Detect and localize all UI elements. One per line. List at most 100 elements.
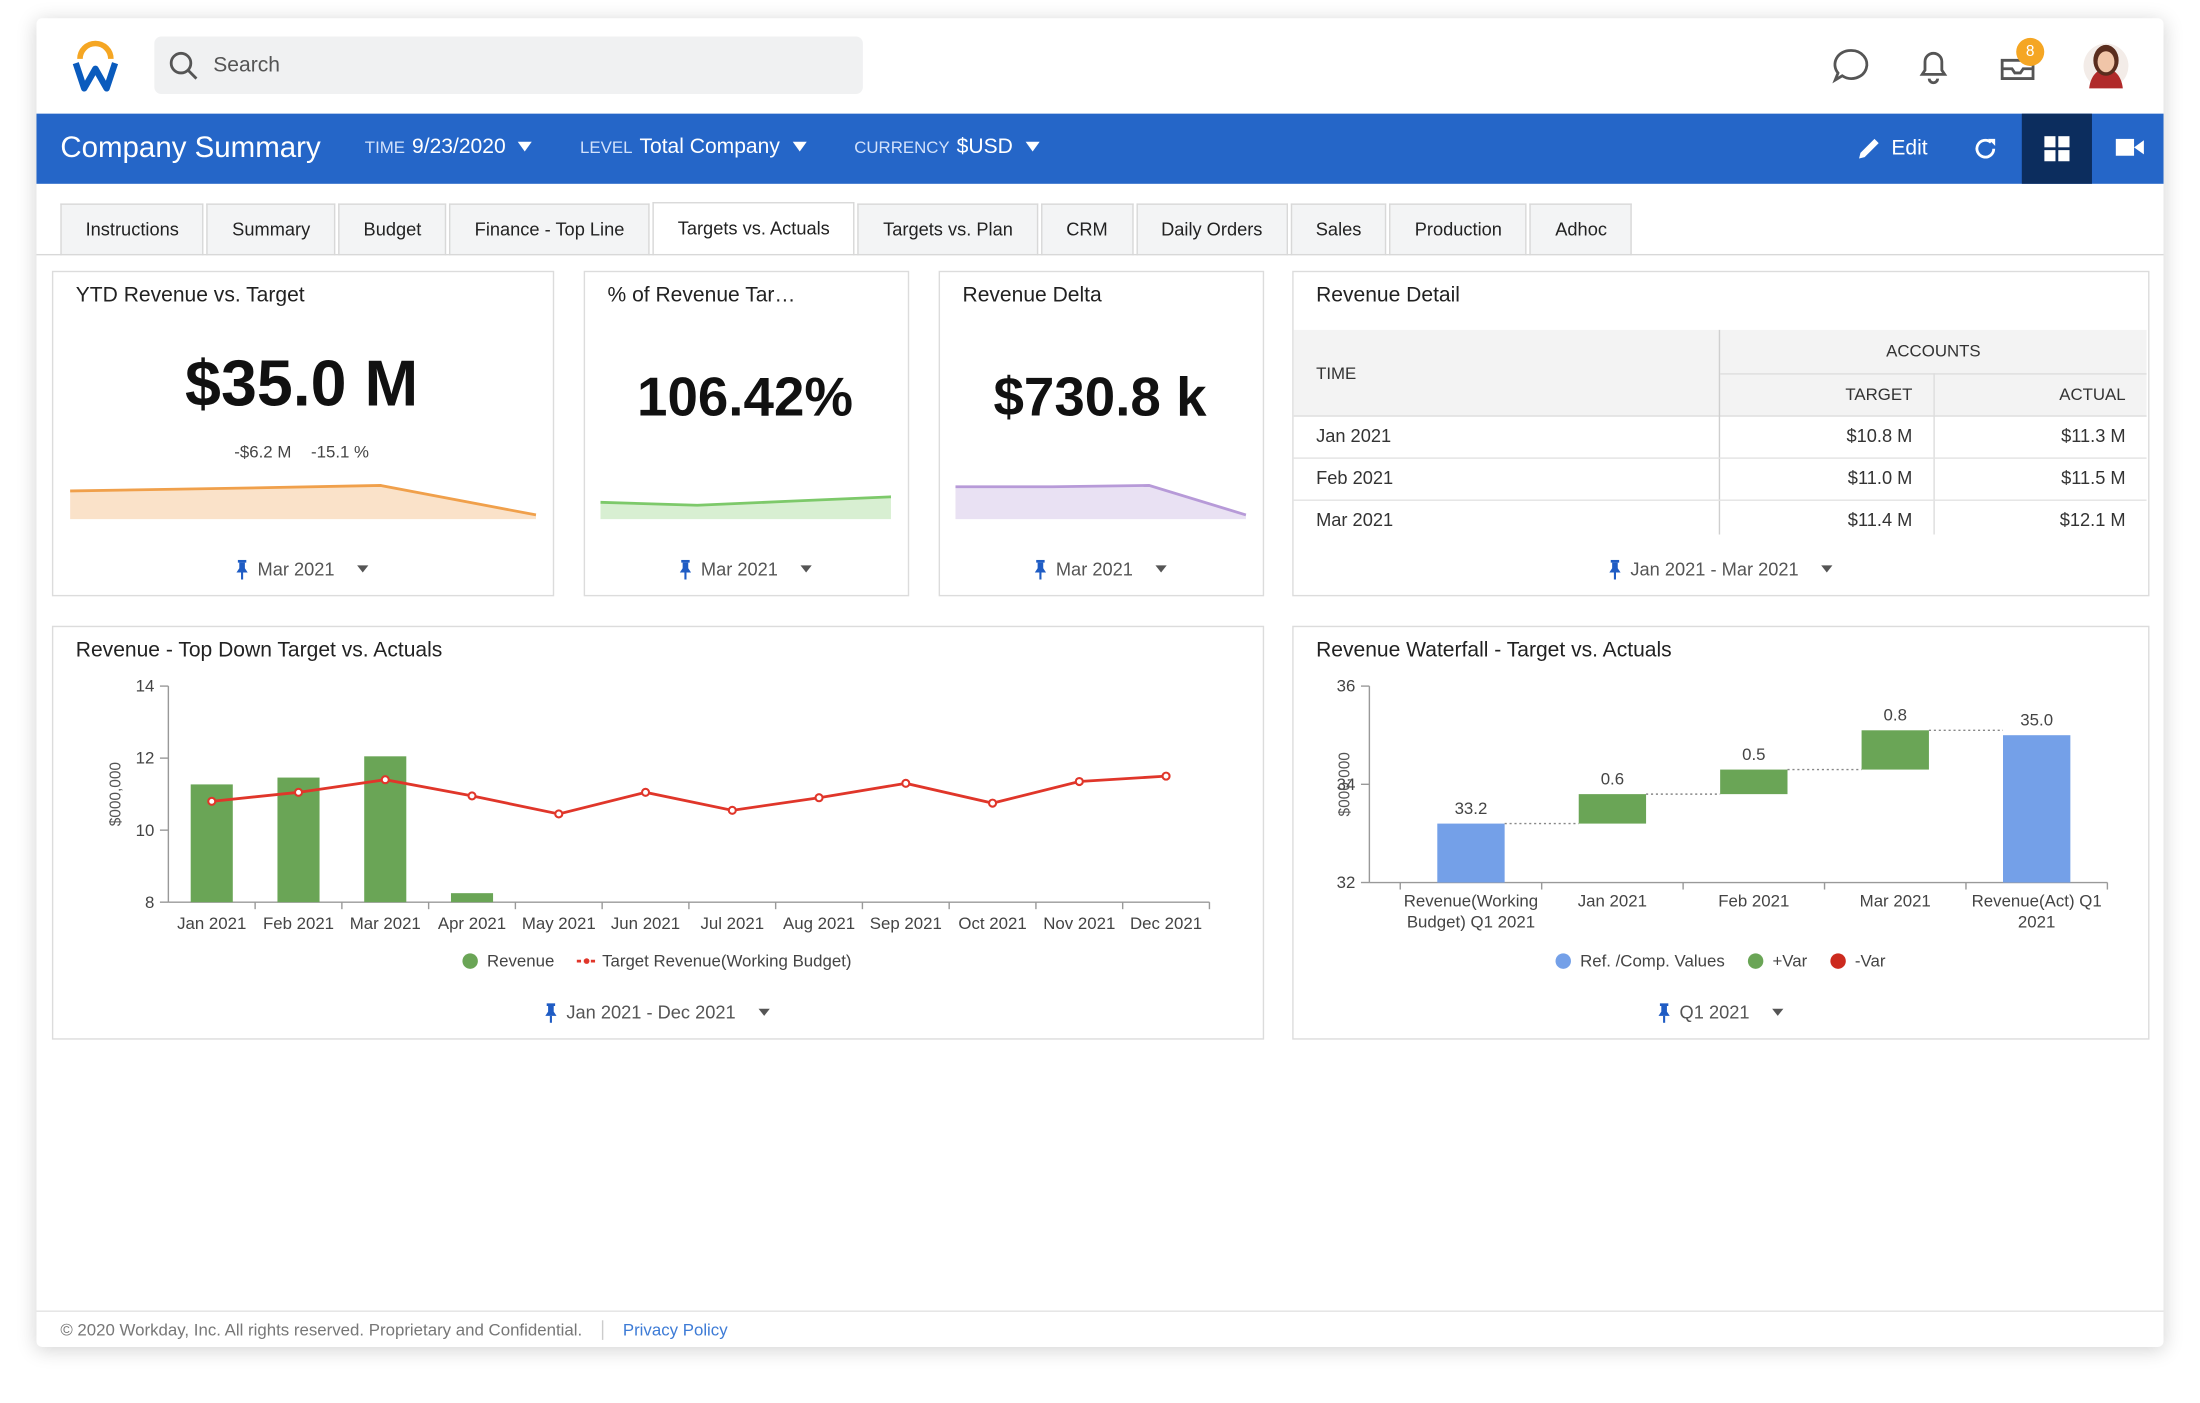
tab[interactable]: Production	[1389, 203, 1528, 256]
header-filter[interactable]: LEVEL Total Company	[580, 134, 807, 159]
filter-pill[interactable]: Jan 2021 - Dec 2021	[544, 1002, 770, 1023]
kpi-value: 106.42%	[637, 367, 854, 428]
filter-value: 9/23/2020	[412, 134, 506, 159]
y-tick-label: 12	[136, 749, 155, 768]
filter-pill[interactable]: Mar 2021	[1033, 558, 1167, 580]
line-point	[987, 798, 998, 808]
filter-pill[interactable]: Q1 2021	[1657, 1002, 1784, 1023]
caret	[800, 565, 812, 573]
caret	[758, 1008, 770, 1016]
tab[interactable]: Summary	[206, 203, 336, 256]
grid-view-button[interactable]	[2021, 113, 2092, 184]
tab[interactable]: Finance - Top Line	[449, 203, 650, 256]
kpi-title: Revenue Delta	[962, 283, 1102, 308]
header-filters: TIME 9/23/2020 LEVEL Total Company CURRENCY $…	[365, 135, 1040, 159]
cell: $11.4 M	[1847, 509, 1913, 531]
avatar[interactable]	[2082, 41, 2130, 92]
chat-icon[interactable]	[1831, 46, 1870, 85]
logo[interactable]	[70, 39, 121, 92]
x-tick-label: Jul 2021	[700, 914, 764, 933]
tab[interactable]: Instructions	[60, 203, 205, 256]
header-bar	[36, 113, 2164, 184]
kpi-card	[938, 270, 1265, 597]
tab[interactable]: Adhoc	[1529, 203, 1633, 256]
filter-value: $USD	[956, 134, 1013, 159]
tab[interactable]: Targets vs. Actuals	[652, 202, 856, 256]
caret	[792, 141, 807, 152]
search-box[interactable]: Search	[154, 36, 863, 95]
legend-swatch	[1830, 953, 1846, 969]
value-label: 0.6	[1601, 769, 1624, 788]
row-line	[1293, 499, 2147, 501]
pin-icon	[1034, 559, 1047, 579]
filter-pill[interactable]: Jan 2021 - Mar 2021	[1608, 558, 1833, 579]
y-axis-label: $000,000	[1337, 752, 1354, 816]
x-tick-label: Jun 2021	[611, 914, 680, 933]
kpi-detail: -15.1 %	[310, 441, 370, 462]
pin-icon	[236, 559, 248, 579]
filter-label: CURRENCY	[854, 136, 950, 157]
value-label: 33.2	[1455, 799, 1488, 818]
legend-swatch	[1555, 953, 1571, 969]
filter-text: Mar 2021	[1055, 558, 1133, 580]
refresh-icon[interactable]	[1971, 135, 1999, 163]
x-tick-label-box: Feb 2021	[1718, 891, 1789, 911]
x-tick-label-box: Jan 2021	[1577, 890, 1648, 911]
cell: $11.0 M	[1847, 467, 1913, 489]
x-tick-label: Revenue(Working Budget) Q1 2021	[1403, 890, 1539, 932]
edit-button[interactable]: Edit	[1891, 136, 1928, 160]
tab[interactable]: Sales	[1290, 203, 1387, 256]
line-point	[814, 793, 824, 803]
caret	[357, 565, 369, 573]
tab-baseline	[36, 253, 2164, 256]
x-tick-label-box: Mar 2021	[1860, 891, 1931, 911]
y-tick-label: 34	[1337, 775, 1356, 794]
filter-label: LEVEL	[580, 136, 633, 157]
chart-title: Revenue Waterfall - Target vs. Actuals	[1316, 638, 1672, 663]
filter-pill[interactable]: Mar 2021	[678, 558, 812, 579]
filter-pill[interactable]: Mar 2021	[235, 558, 369, 579]
legend-swatch	[1747, 953, 1764, 969]
line-point	[640, 787, 651, 797]
video-icon[interactable]	[2114, 135, 2145, 160]
legend-label: Target Revenue(Working Budget)	[602, 952, 851, 971]
edit-icon	[1859, 138, 1879, 159]
legend-label: +Var	[1772, 952, 1807, 971]
caret	[1025, 141, 1040, 152]
x-tick-label: Aug 2021	[783, 914, 855, 933]
tab[interactable]: Budget	[338, 203, 447, 256]
cell: $11.5 M	[2061, 467, 2126, 489]
search-placeholder: Search	[213, 53, 280, 78]
line-point	[554, 809, 564, 819]
chart-card	[51, 625, 1265, 1040]
x-tick-label: Jan 2021	[1577, 890, 1648, 911]
tab[interactable]: Daily Orders	[1135, 203, 1288, 256]
pin-icon	[545, 1002, 557, 1023]
kpi-value: $730.8 k	[993, 367, 1207, 428]
table-title: Revenue Detail	[1316, 283, 1460, 308]
privacy-link[interactable]: Privacy Policy	[622, 1320, 728, 1340]
grid-icon	[2044, 136, 2070, 162]
legend: Revenue Target Revenue(Working Budget)	[462, 952, 852, 971]
bar	[1578, 794, 1647, 824]
header-filter[interactable]: CURRENCY $USD	[854, 134, 1040, 159]
filter-value: Total Company	[639, 134, 780, 159]
column-header: TIME	[1316, 363, 1357, 384]
kpi-card	[51, 270, 555, 597]
caret	[1771, 1008, 1784, 1016]
bell-icon[interactable]	[1917, 46, 1951, 85]
tab[interactable]: Targets vs. Plan	[857, 203, 1039, 256]
x-tick-label: Sep 2021	[870, 914, 942, 933]
legend-label: Ref. /Comp. Values	[1580, 952, 1725, 971]
cell: $12.1 M	[2059, 509, 2126, 531]
sparkline	[955, 484, 1247, 517]
sparkline	[70, 484, 537, 517]
line-point	[467, 791, 477, 801]
filter-label: TIME	[364, 136, 406, 157]
header-filter[interactable]: TIME 9/23/2020	[365, 135, 533, 159]
cell: Feb 2021	[1316, 467, 1394, 489]
tab[interactable]: CRM	[1040, 203, 1134, 256]
search-icon	[169, 51, 198, 80]
column-header: TARGET	[1845, 384, 1913, 405]
